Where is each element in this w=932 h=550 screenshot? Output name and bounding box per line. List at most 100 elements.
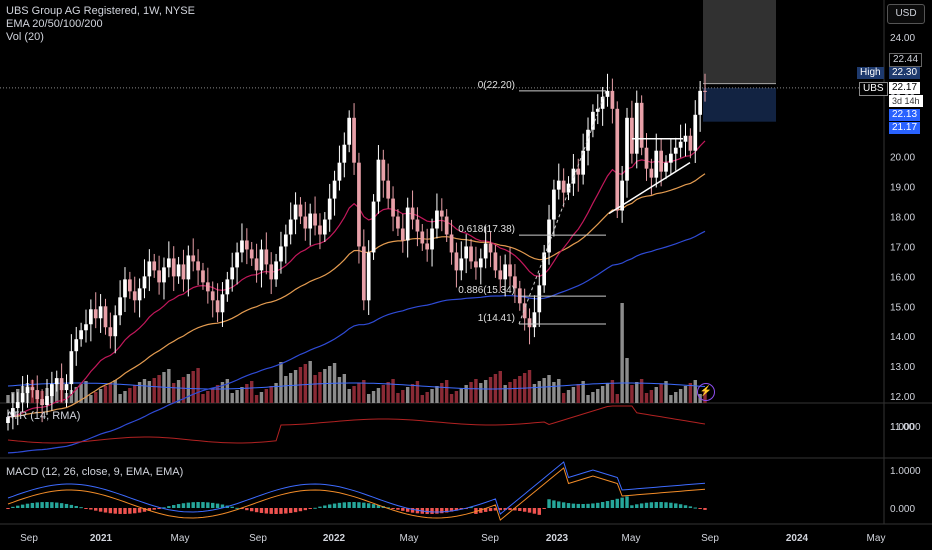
volume-bar: [581, 381, 585, 403]
volume-bar: [659, 384, 663, 403]
volume-bar: [264, 389, 269, 403]
candle-body: [454, 252, 459, 271]
volume-bar: [654, 387, 658, 403]
macd-histogram-bar: [703, 508, 707, 510]
volume-bar: [479, 383, 483, 403]
macd-histogram-bar: [615, 498, 619, 508]
candle-body: [498, 270, 503, 280]
macd-histogram-bar: [50, 502, 54, 508]
volume-indicator-label[interactable]: Vol (20): [6, 31, 44, 43]
macd-histogram-bar: [664, 502, 668, 508]
macd-histogram-bar: [167, 506, 171, 508]
candle-body: [673, 147, 678, 154]
volume-bar: [347, 389, 351, 403]
volume-bar: [532, 384, 537, 403]
chart-title: UBS Group AG Registered, 1W, NYSE: [6, 5, 195, 17]
candle-body: [283, 234, 288, 247]
fib-level-label: 0.618(17.38): [458, 224, 515, 235]
macd-histogram-bar: [152, 508, 156, 510]
price-tick-label: 12.00: [890, 392, 915, 403]
candle-body: [303, 216, 308, 229]
volume-bar: [625, 358, 629, 403]
volume-bar: [327, 366, 332, 403]
volume-bar: [586, 395, 590, 403]
macd-histogram-bar: [532, 508, 537, 514]
time-tick-label: Sep: [20, 533, 38, 544]
candle-body: [45, 396, 49, 406]
candle-body: [337, 162, 342, 181]
atr-label[interactable]: ATR (14, RMA): [6, 410, 81, 422]
macd-histogram-bar: [274, 508, 278, 514]
candle-body: [54, 378, 59, 385]
candle-body: [469, 246, 473, 262]
candle-body: [688, 135, 693, 151]
volume-bar: [635, 382, 639, 403]
macd-histogram-bar: [308, 508, 312, 509]
candle-body: [15, 402, 20, 409]
candle-body: [703, 90, 707, 92]
currency-button[interactable]: USD: [887, 4, 925, 24]
volume-bar: [508, 382, 512, 403]
volume-bar: [118, 394, 122, 403]
candle-body: [639, 102, 644, 148]
volume-bar: [133, 385, 137, 403]
candle-body: [249, 249, 254, 259]
candle-body: [35, 390, 40, 400]
candle-body: [162, 267, 166, 283]
candle-body: [527, 318, 532, 328]
bolt-icon[interactable]: ⚡: [697, 383, 715, 401]
countdown-tag: 3d 14h: [889, 95, 923, 107]
macd-histogram-bar: [552, 500, 556, 508]
macd-histogram-bar: [396, 508, 400, 510]
macd-histogram-bar: [55, 502, 59, 508]
macd-histogram-bar: [493, 508, 498, 511]
volume-bar: [245, 384, 249, 403]
candle-body: [6, 417, 10, 424]
macd-histogram-bar: [147, 508, 152, 511]
macd-histogram-bar: [639, 503, 644, 508]
candle-body: [381, 159, 386, 181]
candle-body: [142, 276, 147, 289]
candle-body: [532, 312, 537, 328]
macd-histogram-bar: [474, 508, 478, 514]
volume-bar: [89, 395, 93, 403]
chart-legend: UBS Group AG Registered, 1W, NYSE EMA 20…: [6, 5, 195, 44]
macd-histogram-bar: [215, 503, 220, 508]
volume-bar: [547, 375, 551, 403]
macd-label[interactable]: MACD (12, 26, close, 9, EMA, EMA): [6, 466, 184, 478]
macd-histogram-bar: [503, 508, 507, 511]
candle-body: [595, 108, 600, 112]
candle-body: [215, 300, 220, 313]
candle-body: [230, 267, 235, 280]
macd-histogram-bar: [20, 504, 25, 508]
macd-line: [7, 461, 706, 515]
ema-50-line: [7, 173, 706, 418]
candle-body: [615, 108, 620, 211]
macd-histogram-bar: [118, 508, 122, 514]
ema-indicator-label[interactable]: EMA 20/50/100/200: [6, 18, 103, 30]
macd-histogram-bar: [16, 505, 20, 508]
fib-level-label: 0.886(15.34): [458, 285, 515, 296]
price-tick-label: 19.00: [890, 183, 915, 194]
volume-bar: [284, 376, 288, 403]
candle-body: [64, 384, 69, 391]
volume-bar: [211, 388, 215, 403]
time-tick-label: May: [400, 533, 419, 544]
candle-body: [430, 228, 434, 250]
candle-body: [581, 150, 585, 175]
candle-body: [269, 264, 274, 280]
volume-bar: [557, 379, 561, 403]
candle-body: [669, 153, 673, 163]
macd-histogram-bar: [230, 506, 234, 508]
macd-histogram-bar: [323, 505, 327, 508]
price-tick-label: 16.00: [890, 272, 915, 283]
macd-histogram-bar: [371, 504, 376, 508]
candle-body: [186, 255, 191, 280]
candle-body: [342, 144, 347, 163]
time-tick-label: 2022: [323, 533, 346, 544]
price-tick-label: 13.00: [890, 362, 915, 373]
volume-bar: [664, 381, 668, 403]
volume-bar: [678, 389, 683, 403]
candle-body: [352, 117, 356, 163]
